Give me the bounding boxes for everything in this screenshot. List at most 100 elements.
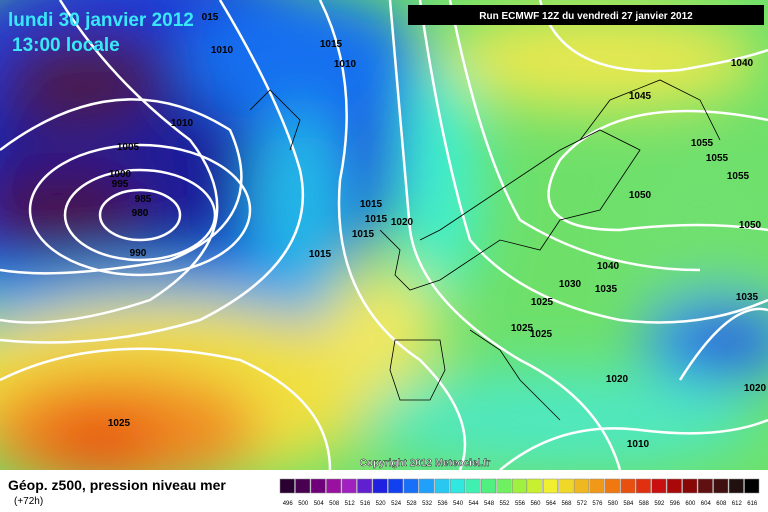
scale-swatch	[635, 478, 651, 494]
scale-swatch	[481, 478, 497, 494]
date-title: lundi 30 janvier 2012	[8, 10, 194, 31]
scale-label: 536	[438, 501, 449, 507]
scale-label: 608	[716, 501, 727, 507]
scale-swatch	[728, 478, 744, 494]
isobar-label: 1010	[211, 45, 234, 56]
scale-label: 552	[500, 501, 511, 507]
isobar-label: 1035	[595, 284, 618, 295]
scale-label: 596	[670, 501, 681, 507]
scale-swatch	[620, 478, 636, 494]
scale-label: 592	[654, 501, 665, 507]
isobar-label: 1015	[360, 199, 383, 210]
scale-label: 532	[422, 501, 433, 507]
legend-title: Géop. z500, pression niveau mer	[8, 477, 226, 493]
isobar-lines	[0, 0, 768, 470]
run-box	[408, 5, 764, 25]
scale-swatch	[388, 478, 404, 494]
scale-swatch	[357, 478, 373, 494]
scale-swatch	[419, 478, 435, 494]
scale-label: 496	[283, 501, 294, 507]
scale-swatch	[434, 478, 450, 494]
isobar-label: 015	[202, 12, 219, 23]
isobar-label: 1025	[531, 297, 554, 308]
scale-swatch	[279, 478, 295, 494]
scale-label: 508	[329, 501, 340, 507]
scale-swatch	[651, 478, 667, 494]
scale-label: 504	[314, 501, 325, 507]
scale-swatch	[341, 478, 357, 494]
scale-label: 588	[639, 501, 650, 507]
scale-label: 584	[623, 501, 634, 507]
isobar-label: 1015	[365, 214, 388, 225]
scale-swatch	[682, 478, 698, 494]
isobar-label: 1055	[727, 171, 750, 182]
scale-label: 524	[391, 501, 402, 507]
isobar-label: 1010	[334, 59, 357, 70]
isobar-label: 995	[112, 179, 129, 190]
scale-label: 612	[732, 501, 743, 507]
scale-label: 580	[608, 501, 619, 507]
isobar-label: 1040	[597, 261, 620, 272]
scale-swatch	[527, 478, 543, 494]
scale-swatch	[604, 478, 620, 494]
field: 015 1010 1015 1010 1010 1005 1000 995 98…	[0, 0, 768, 470]
scale-label: 500	[298, 501, 309, 507]
scale-swatch	[558, 478, 574, 494]
scale-label: 528	[407, 501, 418, 507]
scale-label: 604	[701, 501, 712, 507]
copyright: Copyright 2012 Meteociel.fr	[360, 458, 491, 469]
coastlines	[249, 79, 721, 421]
isobar-label: 1025	[530, 329, 553, 340]
isobar-label: 1015	[309, 249, 332, 260]
isobar-labels: 015 1010 1015 1010 1010 1005 1000 995 98…	[108, 12, 767, 450]
scale-swatch	[310, 478, 326, 494]
isobar-label: 985	[135, 194, 152, 205]
isobar-label: 1055	[691, 138, 714, 149]
scale-swatch	[326, 478, 342, 494]
lead-time: (+72h)	[14, 496, 43, 507]
scale-swatch	[589, 478, 605, 494]
scale-swatch	[713, 478, 729, 494]
isobar-label: 1015	[352, 229, 375, 240]
isobar-label: 1020	[744, 383, 767, 394]
scale-swatch	[744, 478, 760, 494]
scale-swatch	[295, 478, 311, 494]
scale-swatch	[573, 478, 589, 494]
isobar-label: 980	[132, 208, 149, 219]
isobar-label: 1050	[629, 190, 652, 201]
scale-swatch	[496, 478, 512, 494]
scale-label: 560	[530, 501, 541, 507]
scale-label: 572	[577, 501, 588, 507]
scale-swatch	[512, 478, 527, 494]
scale-swatch	[666, 478, 682, 494]
scale-label: 512	[345, 501, 356, 507]
isobar-label: 1025	[511, 323, 534, 334]
scale-label: 556	[515, 501, 526, 507]
color-scale: 496 500 504 508 512 516 520 524 528 532 536 540 544 5…	[279, 478, 760, 507]
scale-label: 616	[747, 501, 758, 507]
isobar-label: 1015	[320, 39, 343, 50]
isobar-label: 1010	[171, 118, 194, 129]
isobar-label: 1050	[739, 220, 762, 231]
scale-label: 516	[360, 501, 371, 507]
scale-label: 564	[546, 501, 557, 507]
isobar-label: 1030	[559, 279, 582, 290]
isobar-label: 1020	[391, 217, 414, 228]
scale-swatch	[450, 478, 466, 494]
isobar-label: 1010	[627, 439, 650, 450]
isobar-label: 1025	[108, 418, 131, 429]
isobar-label: 1035	[736, 292, 759, 303]
isobar-label: 1045	[629, 91, 652, 102]
scale-label: 548	[484, 501, 495, 507]
scale-swatch	[403, 478, 419, 494]
isobar-label: 1020	[606, 374, 629, 385]
scale-label: 576	[592, 501, 603, 507]
scale-swatch	[697, 478, 713, 494]
scale-swatch	[465, 478, 481, 494]
scale-swatch	[372, 478, 388, 494]
time-title: 13:00 locale	[12, 35, 120, 56]
scale-label: 568	[561, 501, 572, 507]
isobar-label: 1000	[109, 169, 132, 180]
